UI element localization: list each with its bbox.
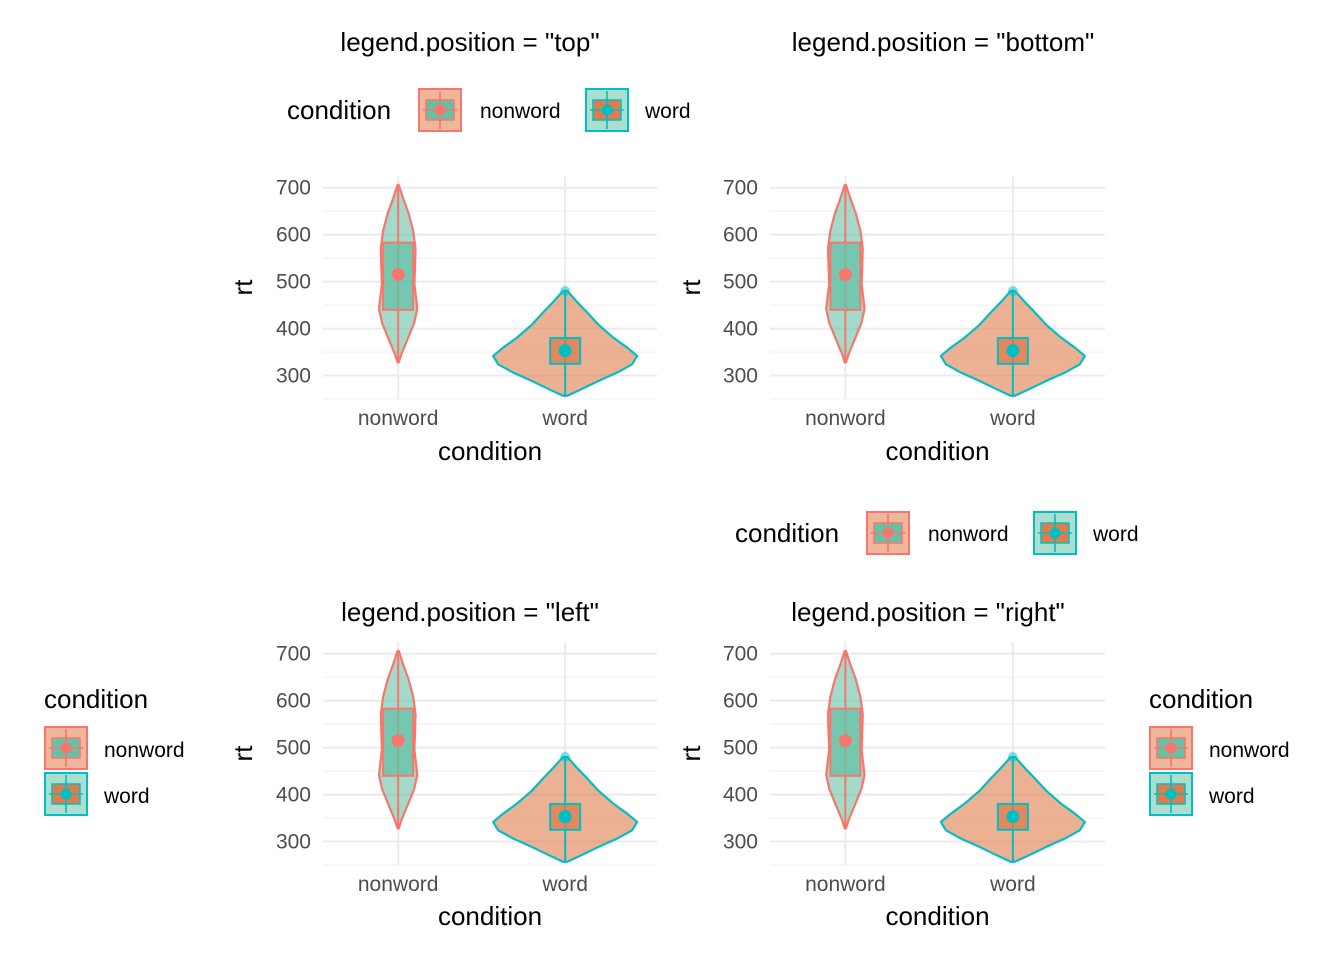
legend-key-word (44, 772, 88, 816)
mean-point-nonword (838, 268, 852, 282)
y-axis-label: rt (676, 745, 706, 762)
legend-key-word (585, 88, 629, 132)
legend-title: condition (287, 95, 391, 125)
legend-key-point (1165, 742, 1177, 754)
panel-title: legend.position = "bottom" (792, 27, 1095, 57)
panel-title: legend.position = "left" (341, 597, 599, 627)
legend-title: condition (1149, 684, 1253, 714)
x-tick-label: nonword (358, 873, 439, 896)
y-tick-label: 700 (276, 643, 311, 666)
mean-point-word (558, 344, 572, 358)
y-tick-label: 500 (276, 271, 311, 294)
legend-key-word (1149, 772, 1193, 816)
y-tick-label: 500 (276, 737, 311, 760)
legend-key-nonword (44, 726, 88, 770)
legend-key-nonword (418, 88, 462, 132)
mean-point-word (1006, 344, 1020, 358)
legend-horizontal: condition nonword word (287, 88, 691, 132)
legend-label-nonword: nonword (928, 523, 1009, 546)
legend-key-point (60, 742, 72, 754)
y-tick-label: 700 (723, 643, 758, 666)
x-axis-label: condition (438, 436, 542, 466)
y-tick-label: 400 (276, 784, 311, 807)
legend-vertical: condition nonword word (1149, 684, 1290, 816)
y-tick-label: 400 (723, 784, 758, 807)
panel-left: 300 400 500 600 700 nonword word condition rt leg… (228, 597, 657, 931)
y-axis-label: rt (228, 745, 258, 762)
y-tick-label: 600 (276, 224, 311, 247)
x-tick-label: word (541, 873, 588, 896)
y-tick-label: 600 (276, 690, 311, 713)
y-tick-label: 700 (723, 177, 758, 200)
x-axis-label: condition (885, 436, 989, 466)
mean-point-word (558, 810, 572, 824)
legend-key-point (434, 104, 446, 116)
legend-label-word: word (1208, 785, 1255, 808)
x-tick-label: word (989, 407, 1036, 430)
legend-label-word: word (644, 100, 691, 123)
legend-title: condition (735, 518, 839, 548)
y-tick-label: 300 (723, 365, 758, 388)
legend-key-point (1049, 527, 1061, 539)
panel-title: legend.position = "right" (791, 597, 1065, 627)
x-tick-label: word (541, 407, 588, 430)
panel-title: legend.position = "top" (340, 27, 599, 57)
legend-label-nonword: nonword (104, 739, 185, 762)
y-tick-label: 600 (723, 690, 758, 713)
x-tick-label: word (989, 873, 1036, 896)
legend-key-nonword (866, 511, 910, 555)
mean-point-nonword (838, 734, 852, 748)
legend-label-word: word (1092, 523, 1139, 546)
legend-horizontal: condition nonword word (735, 511, 1139, 555)
x-tick-label: nonword (358, 407, 439, 430)
legend-key-point (601, 104, 613, 116)
y-tick-label: 300 (276, 365, 311, 388)
x-axis-label: condition (885, 901, 989, 931)
y-axis-label: rt (676, 279, 706, 296)
legend-vertical: condition nonword word (44, 684, 185, 816)
mean-point-nonword (391, 734, 405, 748)
y-axis-label: rt (228, 279, 258, 296)
mean-point-word (1006, 810, 1020, 824)
y-tick-label: 400 (723, 318, 758, 341)
mean-point-nonword (391, 268, 405, 282)
x-axis-label: condition (438, 901, 542, 931)
legend-key-point (1165, 788, 1177, 800)
legend-label-nonword: nonword (480, 100, 561, 123)
x-tick-label: nonword (805, 407, 886, 430)
y-tick-label: 500 (723, 737, 758, 760)
outlier-point (560, 752, 571, 763)
legend-key-point (882, 527, 894, 539)
legend-label-word: word (103, 785, 150, 808)
x-tick-label: nonword (805, 873, 886, 896)
legend-title: condition (44, 684, 148, 714)
legend-label-nonword: nonword (1209, 739, 1290, 762)
outlier-point (560, 286, 571, 297)
y-tick-label: 400 (276, 318, 311, 341)
y-tick-label: 500 (723, 271, 758, 294)
legend-key-nonword (1149, 726, 1193, 770)
y-tick-label: 300 (276, 831, 311, 854)
y-tick-label: 600 (723, 224, 758, 247)
panel-top: 300 400 500 600 700 nonword word condition rt leg… (228, 27, 657, 466)
legend-key-word (1033, 511, 1077, 555)
legend-key-point (60, 788, 72, 800)
y-tick-label: 300 (723, 831, 758, 854)
outlier-point (1007, 286, 1018, 297)
outlier-point (1007, 752, 1018, 763)
y-tick-label: 700 (276, 177, 311, 200)
